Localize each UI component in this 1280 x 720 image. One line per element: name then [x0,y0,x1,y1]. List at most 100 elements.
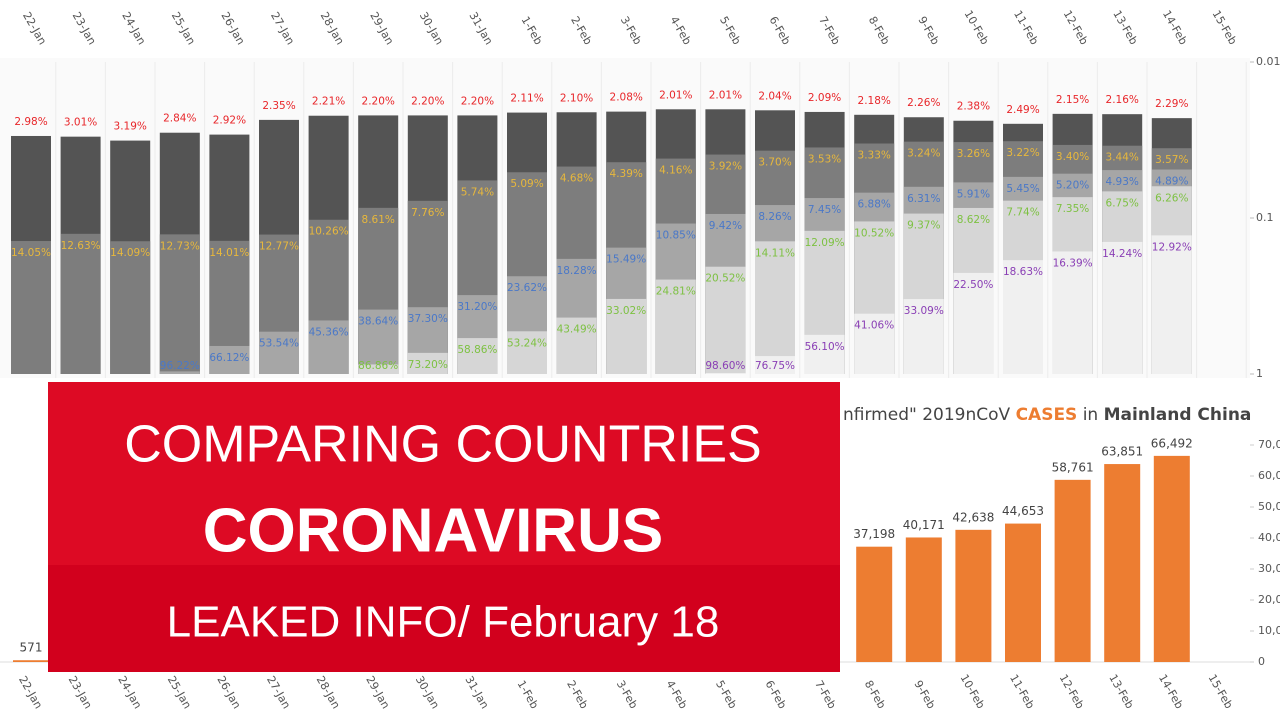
x-tick-label: 28-Jan [314,674,343,711]
banner-band [48,565,840,672]
x-tick-label: 9-Feb [911,678,937,711]
y-tick-label: 70,000 [1258,438,1280,451]
data-label: 14.01% [209,247,249,259]
data-label: 4.68% [560,173,593,185]
data-label: 2.38% [957,101,990,113]
data-label: 58.86% [457,344,497,356]
x-tick-label: 29-Jan [367,10,396,47]
data-label: 42,638 [952,510,994,524]
x-tick-label: 30-Jan [413,674,442,711]
x-tick-label: 10-Feb [961,8,991,47]
x-tick-label: 7-Feb [812,678,838,711]
data-label: 37,198 [853,527,895,541]
title-part: nfirmed" 2019nCoV [843,405,1016,425]
x-tick-label: 4-Feb [663,678,689,711]
data-label: 33.02% [606,305,646,317]
x-tick-label: 12-Feb [1061,8,1091,47]
data-label: 571 [20,641,43,655]
bar [804,334,845,374]
banner-line: LEAKED INFO/ February 18 [167,598,720,647]
data-label: 12.09% [805,237,845,249]
bar [11,241,51,374]
bar [1153,455,1190,662]
x-tick-label: 8-Feb [862,678,888,711]
data-label: 5.20% [1056,180,1089,192]
ratio-chart: 0.01 0.1 1 22-Jan 23-Jan 24-Jan 25-Jan 26-Jan 27… [11,8,1280,380]
x-tick-label: 22-Jan [20,10,49,47]
data-label: 2.10% [560,92,593,104]
data-label: 2.21% [312,96,345,108]
x-tick-label: 13-Feb [1110,8,1140,47]
x-tick-label: 30-Jan [417,10,446,47]
x-tick-label: 25-Jan [169,10,198,47]
data-label: 44,653 [1002,504,1044,518]
y-tick-label: 40,000 [1258,531,1280,544]
x-tick-label: 23-Jan [70,10,99,47]
x-tick-label: 2-Feb [564,678,590,711]
bar [854,313,895,374]
bar [159,234,200,374]
data-label: 2.26% [907,97,940,109]
x-tick-label: 27-Jan [268,10,297,47]
bar [755,241,795,374]
data-label: 2.84% [163,113,196,125]
data-label: 7.76% [411,207,444,219]
data-label: 3.33% [858,150,891,162]
bar [606,298,647,374]
data-label: 3.40% [1056,151,1089,163]
bar [358,364,399,374]
data-label: 8.61% [362,214,395,226]
y-tick-label: 1 [1256,367,1263,380]
data-label: 5.74% [461,186,494,198]
bar [1054,479,1091,662]
data-label: 56.10% [805,341,845,353]
bar [308,320,349,374]
bar [953,272,994,374]
data-label: 3.26% [957,148,990,160]
data-label: 9.37% [907,220,940,232]
data-label: 40,171 [903,518,945,532]
data-label: 12.77% [259,241,299,253]
data-label: 2.16% [1106,94,1139,106]
y-tick-label: 20,000 [1258,593,1280,606]
bar [655,279,696,374]
bar [705,266,746,374]
x-tick-label: 26-Jan [218,10,247,47]
banner-line: CORONAVIRUS [203,496,663,565]
data-label: 66,492 [1151,436,1193,450]
data-label: 3.01% [64,117,97,129]
x-tick-label: 29-Jan [363,674,392,711]
x-tick-label: 2-Feb [568,14,594,47]
bar [60,233,101,374]
data-label: 3.19% [114,121,147,133]
bar [1003,260,1043,374]
y-tick-label: 50,000 [1258,500,1280,513]
x-tick-label: 11-Feb [1011,8,1041,47]
y-tick-label: 30,000 [1258,562,1280,575]
y-tick-label: 0 [1258,655,1265,668]
x-tick-label: 26-Jan [214,674,243,711]
bar [1005,523,1041,662]
data-label: 24.81% [656,286,696,298]
data-label: 2.11% [510,93,543,105]
x-tick-label: 6-Feb [763,678,789,711]
bar [1104,464,1141,662]
x-tick-label: 22-Jan [16,674,45,711]
data-label: 18.63% [1003,266,1043,278]
data-label: 14.05% [11,247,51,259]
x-tick-label: 1-Feb [519,14,545,47]
x-tick-label: 14-Feb [1160,8,1190,47]
data-label: 2.01% [659,89,692,101]
x-tick-label: 12-Feb [1057,672,1087,711]
data-label: 45.36% [309,326,349,338]
chart-title: nfirmed" 2019nCoV CASES in Mainland Chin… [843,405,1251,425]
data-label: 5.45% [1006,183,1039,195]
bar [209,345,250,374]
data-label: 6.26% [1155,192,1188,204]
x-tick-label: 15-Feb [1209,8,1239,47]
data-label: 7.35% [1056,203,1089,215]
data-label: 8.26% [758,211,791,223]
data-label: 12.92% [1152,241,1192,253]
data-label: 15.49% [606,254,646,266]
